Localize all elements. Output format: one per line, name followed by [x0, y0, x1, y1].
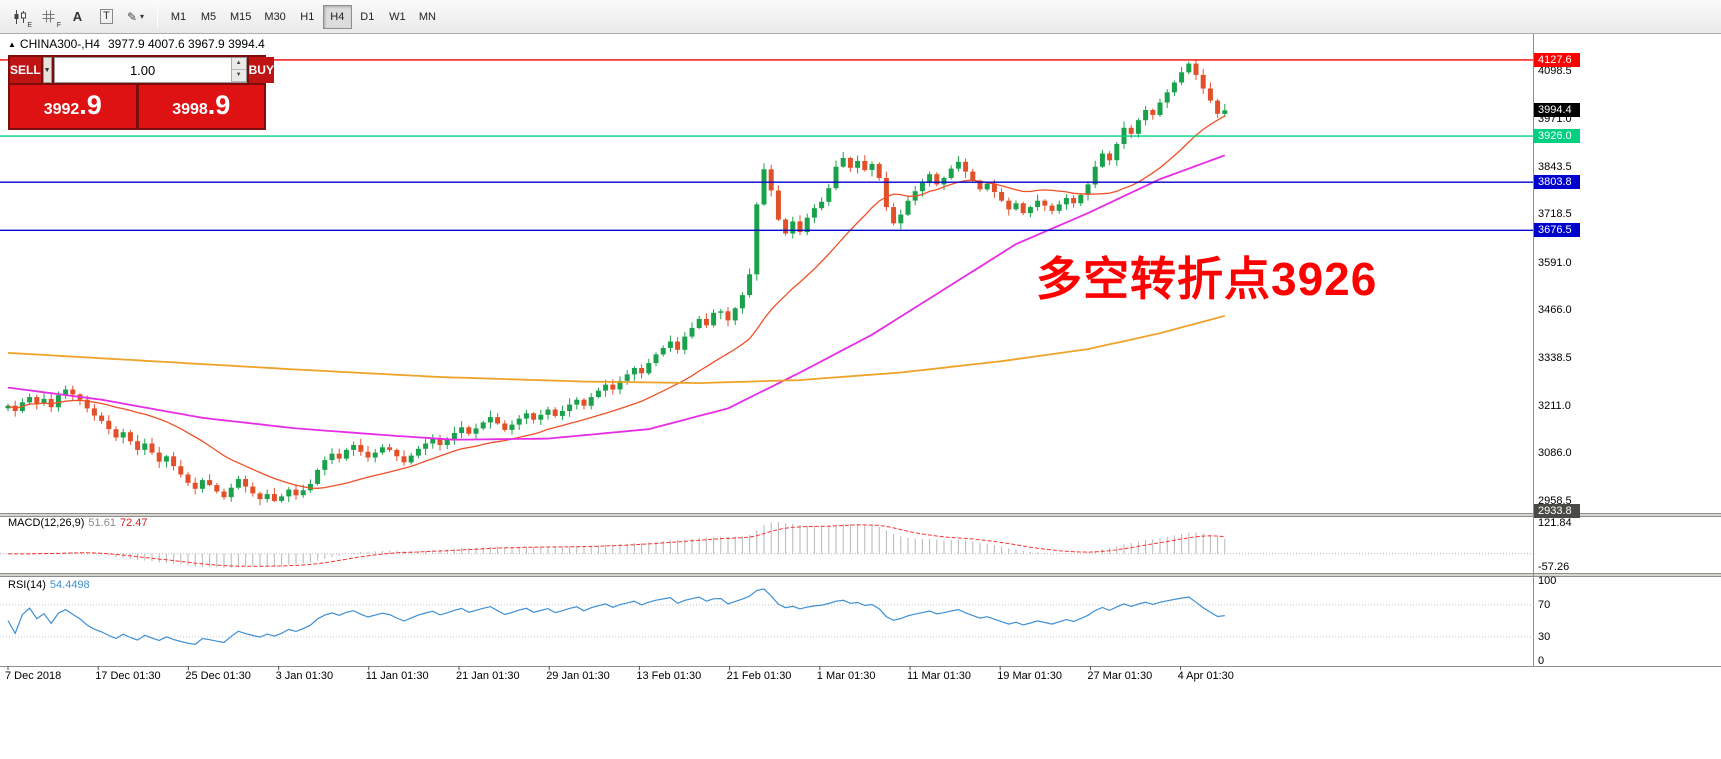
toolbar: E F A T ✎ ▾ M1 M5 M15 M30 H1 H4 D1 W1 MN — [0, 0, 1721, 34]
timeframe-button-h4[interactable]: H4 — [322, 4, 352, 29]
macd-main-value: 51.61 — [88, 517, 116, 529]
rsi-value: 54.4498 — [49, 579, 90, 591]
font-tool-icon[interactable]: A — [64, 4, 91, 29]
ma-fast-line — [7, 115, 1226, 489]
rsi-line — [7, 588, 1225, 646]
icon-letter: F — [56, 22, 61, 29]
chart-annotation-text[interactable]: 多空转折点3926 — [1036, 253, 1378, 305]
macd-histogram — [14, 522, 1226, 568]
chart-symbol-period: CHINA300-,H4 — [19, 37, 100, 51]
timeframe-button-m1[interactable]: M1 — [164, 5, 193, 29]
volume-field: ▲ ▼ — [53, 57, 247, 83]
trade-prices-row: 3992.9 3998.9 — [10, 85, 264, 128]
timeframe-button-m5[interactable]: M5 — [194, 5, 223, 29]
macd-indicator-label: MACD(12,26,9) 51.61 72.47 — [8, 517, 147, 529]
toolbar-separator — [157, 5, 158, 28]
buy-button[interactable]: BUY — [248, 57, 274, 83]
bid-price-pips: .9 — [79, 90, 102, 120]
timeframe-button-m30[interactable]: M30 — [258, 5, 291, 29]
volume-stepper: ▲ ▼ — [230, 58, 246, 82]
timeframe-button-mn[interactable]: MN — [413, 5, 442, 29]
chart-header: ▲ CHINA300-,H4 3977.9 4007.6 3967.9 3994.4 — [8, 37, 265, 51]
volume-increase-button[interactable]: ▲ — [231, 58, 246, 70]
timeframe-button-d1[interactable]: D1 — [353, 5, 382, 29]
one-click-trading-panel: SELL ▼ ▲ ▼ BUY 3992.9 3998.9 — [8, 55, 274, 130]
ma-mid-line — [7, 154, 1226, 441]
text-box-tool-icon[interactable]: T — [93, 4, 120, 29]
timeframe-button-group: M1 M5 M15 M30 H1 H4 D1 W1 MN — [164, 4, 443, 29]
macd-signal-line — [7, 524, 1225, 567]
rsi-name: RSI(14) — [8, 579, 46, 591]
sell-button[interactable]: SELL — [10, 57, 41, 83]
icon-letter: E — [27, 22, 32, 29]
timeframe-button-h1[interactable]: H1 — [293, 5, 322, 29]
candlestick-glyph — [14, 9, 26, 24]
volume-decrease-button[interactable]: ▼ — [231, 70, 246, 82]
ask-price: 3998 — [172, 101, 208, 118]
ma-slow-line — [7, 315, 1226, 385]
chevron-down-icon: ▼ — [43, 66, 51, 74]
chart-ohlc-values: 3977.9 4007.6 3967.9 3994.4 — [107, 37, 265, 51]
chevron-down-icon: ▾ — [140, 12, 145, 21]
grid-glyph — [42, 10, 55, 23]
ask-price-pips: .9 — [207, 90, 231, 120]
volume-input[interactable] — [54, 58, 231, 82]
bid-price: 3992 — [43, 101, 80, 118]
macd-name: MACD(12,26,9) — [8, 517, 85, 529]
chart-window-icon[interactable]: E — [6, 4, 33, 29]
one-click-collapse-icon[interactable]: ▲ — [8, 40, 16, 49]
timeframe-button-w1[interactable]: W1 — [383, 5, 412, 29]
sell-price-box[interactable]: 3992.9 — [10, 85, 136, 128]
drawing-tools-icon[interactable]: ✎ ▾ — [122, 4, 149, 29]
toolbar-icon-group: E F A T ✎ ▾ — [6, 4, 151, 29]
timeframe-button-m15[interactable]: M15 — [224, 5, 257, 29]
volume-dropdown-button[interactable]: ▼ — [42, 57, 52, 83]
candlestick-series — [5, 59, 1228, 506]
chart-template-icon[interactable]: F — [35, 4, 62, 29]
macd-signal-value: 72.47 — [119, 517, 148, 529]
trade-controls-row: SELL ▼ ▲ ▼ BUY — [10, 57, 274, 83]
rsi-indicator-label: RSI(14) 54.4498 — [8, 579, 90, 591]
buy-price-box[interactable]: 3998.9 — [138, 85, 264, 128]
